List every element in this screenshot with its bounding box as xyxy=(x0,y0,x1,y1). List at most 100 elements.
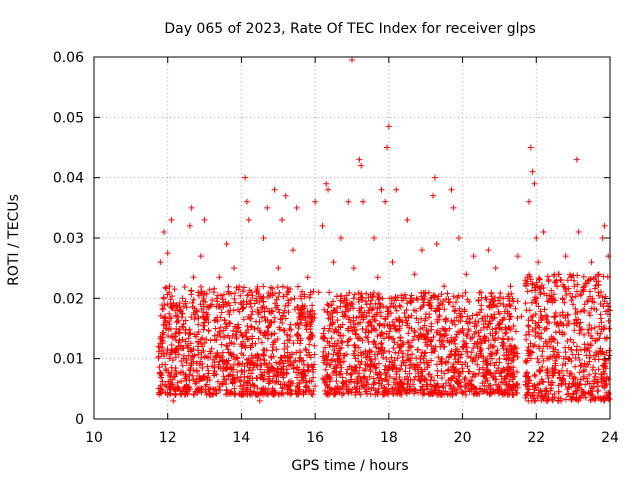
data-point-dense xyxy=(295,325,302,332)
data-point-dense xyxy=(320,335,327,342)
data-point-dense xyxy=(247,370,254,377)
data-point-dense xyxy=(248,288,255,295)
data-point-dense xyxy=(269,341,276,348)
data-point xyxy=(559,331,566,338)
data-point xyxy=(159,361,166,368)
data-point-dense xyxy=(417,368,424,375)
data-point-dense xyxy=(296,380,303,387)
data-point xyxy=(540,228,547,235)
data-point-dense xyxy=(503,356,510,363)
data-point xyxy=(503,367,510,374)
data-point-dense xyxy=(343,386,350,393)
data-point-dense xyxy=(560,376,567,383)
data-point-dense xyxy=(514,298,521,305)
data-point-dense xyxy=(319,353,326,360)
data-point-dense xyxy=(346,363,353,370)
data-point-dense xyxy=(257,329,264,336)
data-point-dense xyxy=(397,378,404,385)
data-point-dense xyxy=(535,359,542,366)
data-point xyxy=(393,186,400,193)
data-point-dense xyxy=(193,376,200,383)
data-point-dense xyxy=(173,303,180,310)
data-point-dense xyxy=(469,373,476,380)
data-point-dense xyxy=(502,303,509,310)
data-point-dense xyxy=(254,287,261,294)
data-point-dense xyxy=(411,333,418,340)
data-point-dense xyxy=(572,293,579,300)
data-point-dense xyxy=(585,330,592,337)
data-point-dense xyxy=(564,338,571,345)
data-point-dense xyxy=(210,356,217,363)
data-point-dense xyxy=(599,294,606,301)
data-point-dense xyxy=(578,386,585,393)
data-point-dense xyxy=(220,299,227,306)
data-point-dense xyxy=(448,386,455,393)
data-point-dense xyxy=(427,377,434,384)
data-point-dense xyxy=(273,373,280,380)
data-point-dense xyxy=(505,291,512,298)
data-point-dense xyxy=(195,328,202,335)
data-point-dense xyxy=(524,383,531,390)
data-point xyxy=(470,253,477,260)
data-point-dense xyxy=(301,291,308,298)
data-point-dense xyxy=(158,386,165,393)
data-point-dense xyxy=(226,311,233,318)
data-point-dense xyxy=(451,336,458,343)
data-point-dense xyxy=(254,375,261,382)
data-point xyxy=(525,198,532,205)
data-point-dense xyxy=(574,288,581,295)
data-point-dense xyxy=(373,311,380,318)
data-point xyxy=(212,325,219,332)
data-point-dense xyxy=(419,303,426,310)
data-point-dense xyxy=(179,362,186,369)
data-point-dense xyxy=(534,330,541,337)
data-point-dense xyxy=(526,331,533,338)
data-point-dense xyxy=(501,375,508,382)
data-point xyxy=(422,349,429,356)
data-point-dense xyxy=(491,294,498,301)
data-point-dense xyxy=(277,354,284,361)
data-point-dense xyxy=(207,337,214,344)
data-point-dense xyxy=(163,285,170,292)
data-point-dense xyxy=(169,293,176,300)
data-point-dense xyxy=(191,352,198,359)
data-point-dense xyxy=(522,300,529,307)
data-point xyxy=(584,361,591,368)
data-point-dense xyxy=(592,370,599,377)
data-point-dense xyxy=(329,319,336,326)
data-point-dense xyxy=(538,376,545,383)
data-point-dense xyxy=(476,333,483,340)
data-point-dense xyxy=(309,302,316,309)
data-point-dense xyxy=(506,325,513,332)
data-point xyxy=(341,295,348,302)
data-point-dense xyxy=(487,360,494,367)
data-point-dense xyxy=(240,304,247,311)
data-point-dense xyxy=(506,372,513,379)
data-point-dense xyxy=(601,377,608,384)
data-point-dense xyxy=(449,320,456,327)
data-point-dense xyxy=(433,384,440,391)
y-axis-label: ROTI / TECUs xyxy=(6,194,22,286)
data-point-dense xyxy=(543,367,550,374)
data-point-dense xyxy=(223,366,230,373)
data-point-dense xyxy=(296,348,303,355)
data-point-dense xyxy=(474,343,481,350)
data-point-dense xyxy=(565,318,572,325)
data-point-dense xyxy=(350,295,357,302)
data-point-dense xyxy=(462,382,469,389)
data-point-dense xyxy=(381,390,388,397)
data-point-dense xyxy=(452,334,459,341)
data-point-dense xyxy=(363,333,370,340)
data-point-dense xyxy=(251,361,258,368)
data-point-dense xyxy=(347,371,354,378)
data-point-dense xyxy=(543,325,550,332)
data-point xyxy=(448,186,455,193)
data-point-dense xyxy=(326,289,333,296)
data-point-dense xyxy=(581,360,588,367)
data-point xyxy=(188,204,195,211)
data-point xyxy=(374,274,381,281)
data-point-dense xyxy=(421,366,428,373)
data-point-dense xyxy=(436,389,443,396)
data-point xyxy=(529,168,536,175)
data-point-dense xyxy=(467,335,474,342)
